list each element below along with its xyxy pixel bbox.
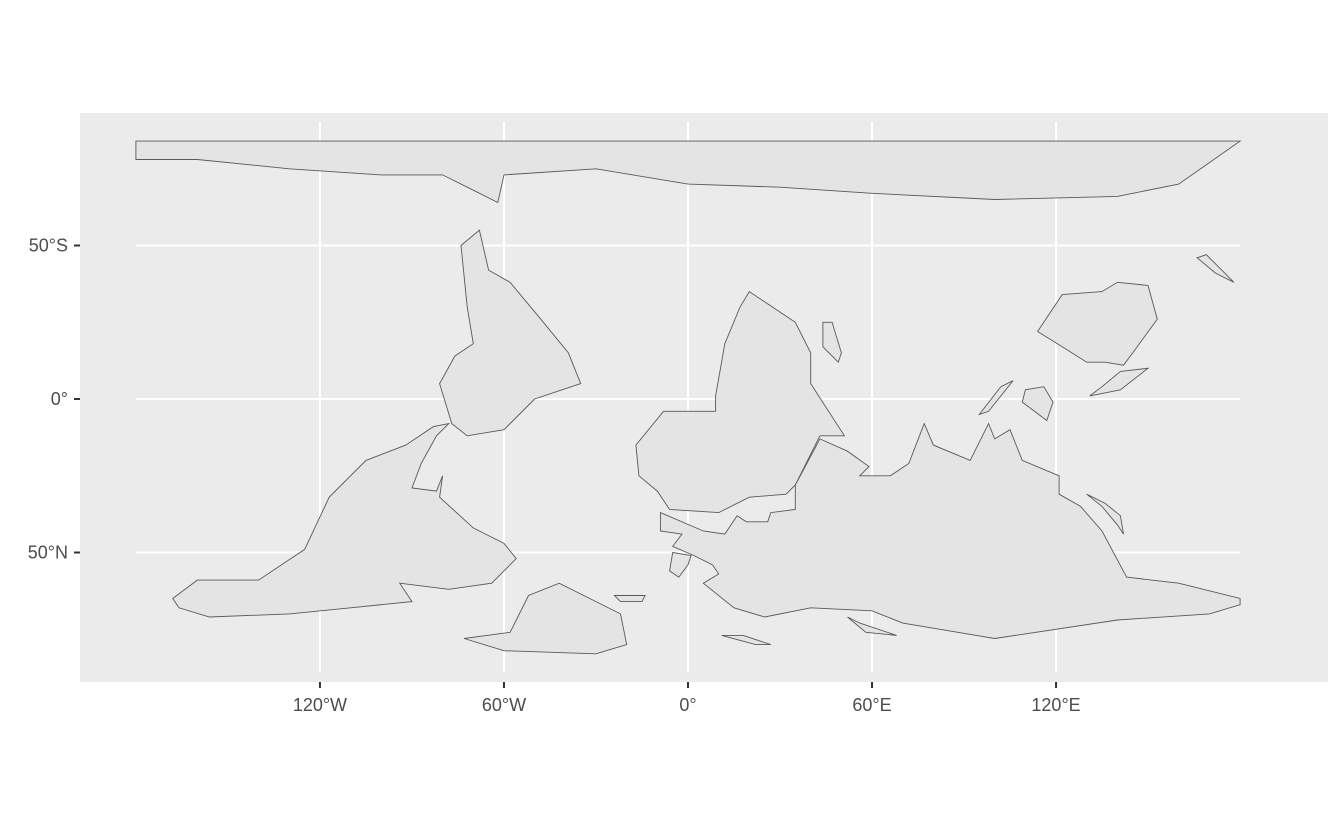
- landmass-north-america: [172, 422, 517, 618]
- landmass-antarctica: [135, 140, 1242, 204]
- landmass-australia: [1036, 281, 1158, 366]
- y-axis: 50°S 0° 50°N: [28, 236, 80, 563]
- land-polygons: [135, 140, 1242, 655]
- landmass-iceland: [613, 595, 646, 603]
- y-tick-label: 50°N: [28, 543, 68, 563]
- landmass-sumatra: [978, 380, 1014, 416]
- landmass-africa: [635, 290, 846, 514]
- landmass-svalbard: [721, 634, 771, 646]
- landmass-greenland: [463, 582, 628, 655]
- y-tick-label: 0°: [51, 389, 68, 409]
- x-tick-label: 120°E: [1031, 695, 1080, 715]
- landmass-south-america: [439, 229, 582, 437]
- x-tick-label: 120°W: [293, 695, 347, 715]
- y-tick-label: 50°S: [29, 236, 68, 256]
- landmass-novaya-zemlya: [847, 616, 897, 636]
- x-tick-label: 60°E: [852, 695, 891, 715]
- landmass-borneo: [1021, 386, 1054, 422]
- landmass-new-zealand: [1196, 254, 1235, 283]
- landmass-new-guinea: [1089, 367, 1150, 397]
- landmass-japan: [1086, 493, 1124, 535]
- x-tick-label: 0°: [679, 695, 696, 715]
- x-tick-label: 60°W: [482, 695, 526, 715]
- x-axis: 120°W 60°W 0° 60°E 120°E: [293, 682, 1081, 715]
- landmass-great-britain: [669, 551, 692, 578]
- landmass-eurasia: [659, 422, 1241, 639]
- landmass-madagascar: [822, 321, 842, 364]
